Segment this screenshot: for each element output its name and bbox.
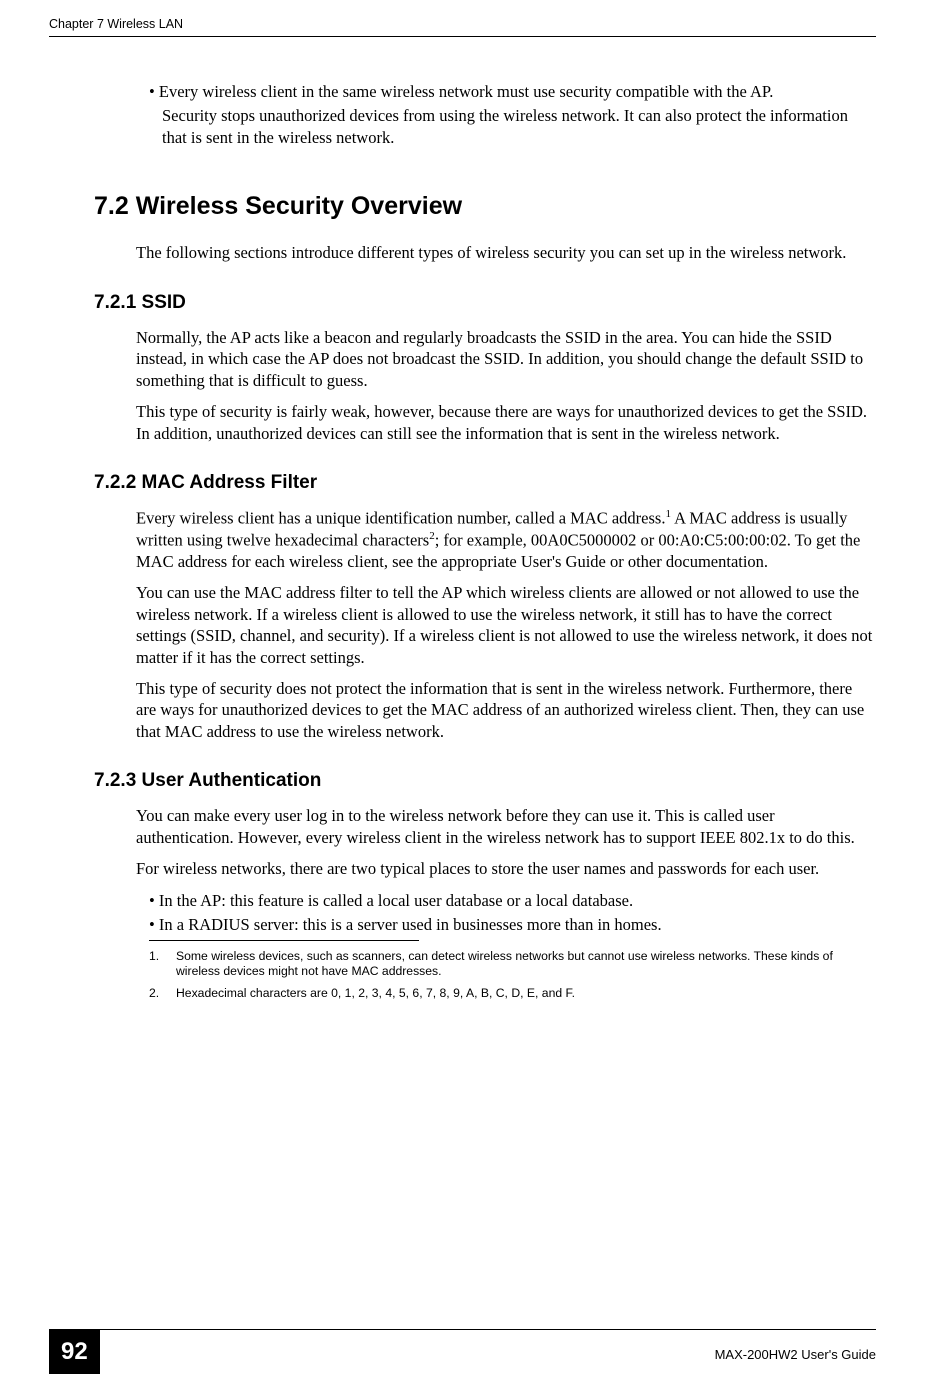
footnote-1-num: 1. (149, 949, 176, 965)
page-footer: 92 MAX-200HW2 User's Guide (49, 1329, 876, 1374)
guide-title: MAX-200HW2 User's Guide (715, 1342, 876, 1362)
footnote-1-text: Some wireless devices, such as scanners,… (176, 949, 833, 979)
section-7-2-para1: The following sections introduce differe… (136, 242, 876, 263)
section-7-2-1-para2: This type of security is fairly weak, ho… (136, 401, 876, 444)
section-7-2-2-para3: This type of security does not protect t… (136, 678, 876, 742)
section-7-2-3-bullet2: • In a RADIUS server: this is a server u… (149, 914, 876, 935)
section-7-2-3-bullet1: • In the AP: this feature is called a lo… (149, 890, 876, 911)
section-7-2-2-para2: You can use the MAC address filter to te… (136, 582, 876, 668)
section-7-2-3-para1: You can make every user log in to the wi… (136, 805, 876, 848)
section-7-2-3-para2: For wireless networks, there are two typ… (136, 858, 876, 879)
intro-continue: Security stops unauthorized devices from… (162, 105, 876, 148)
footnote-separator (149, 940, 419, 941)
section-7-2-2-heading: 7.2.2 MAC Address Filter (94, 472, 876, 494)
section-7-2-1-heading: 7.2.1 SSID (94, 292, 876, 314)
section-7-2-2-para1: Every wireless client has a unique ident… (136, 507, 876, 572)
section-7-2-heading: 7.2 Wireless Security Overview (94, 192, 876, 221)
intro-bullet: • Every wireless client in the same wire… (149, 81, 876, 102)
footnote-2-num: 2. (149, 986, 176, 1002)
page-header: Chapter 7 Wireless LAN (49, 0, 876, 37)
chapter-label: Chapter 7 Wireless LAN (49, 17, 183, 31)
footnote-2: 2.Hexadecimal characters are 0, 1, 2, 3,… (149, 986, 876, 1002)
section-7-2-3-heading: 7.2.3 User Authentication (94, 770, 876, 792)
footnote-1: 1.Some wireless devices, such as scanner… (149, 949, 876, 981)
footnote-2-text: Hexadecimal characters are 0, 1, 2, 3, 4… (176, 986, 575, 1000)
section-7-2-1-para1: Normally, the AP acts like a beacon and … (136, 327, 876, 391)
page-number: 92 (49, 1330, 100, 1374)
para1-part1: Every wireless client has a unique ident… (136, 508, 665, 527)
